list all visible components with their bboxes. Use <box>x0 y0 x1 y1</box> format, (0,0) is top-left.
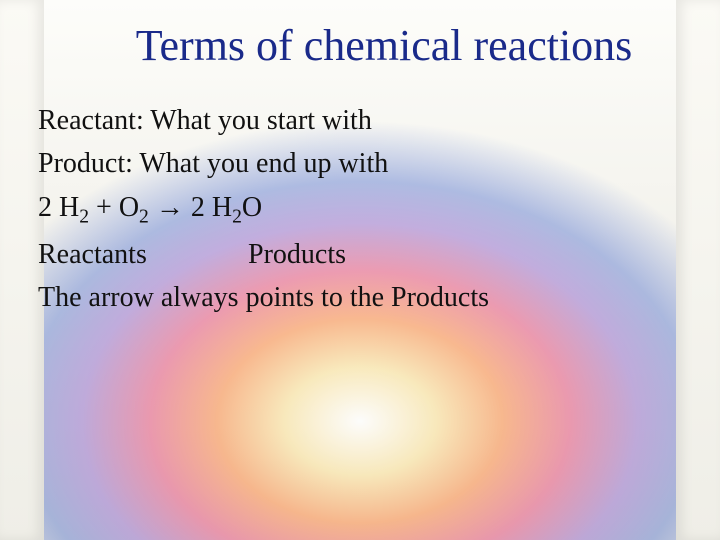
chemical-equation: 2 H2 + O2 → 2 H2O <box>38 186 672 233</box>
eq-h2o-sub: 2 <box>232 206 242 227</box>
reactant-definition: Reactant: What you start with <box>38 99 672 142</box>
slide-title: Terms of chemical reactions <box>96 20 672 71</box>
eq-o-end: O <box>242 192 262 223</box>
slide: Terms of chemical reactions Reactant: Wh… <box>0 0 720 540</box>
product-definition: Product: What you end up with <box>38 142 672 185</box>
eq-o2-sub: 2 <box>139 206 149 227</box>
eq-h2-coef: 2 H <box>38 192 79 223</box>
eq-plus-o2: + O <box>89 192 139 223</box>
reactants-label: Reactants <box>38 233 248 276</box>
equation-labels: Reactants Products <box>38 233 672 276</box>
eq-h2-sub: 2 <box>79 206 89 227</box>
products-label: Products <box>248 233 346 276</box>
footer-note: The arrow always points to the Products <box>38 276 672 319</box>
slide-content: Terms of chemical reactions Reactant: Wh… <box>0 0 720 320</box>
eq-arrow-h2o: → 2 H <box>149 192 232 223</box>
